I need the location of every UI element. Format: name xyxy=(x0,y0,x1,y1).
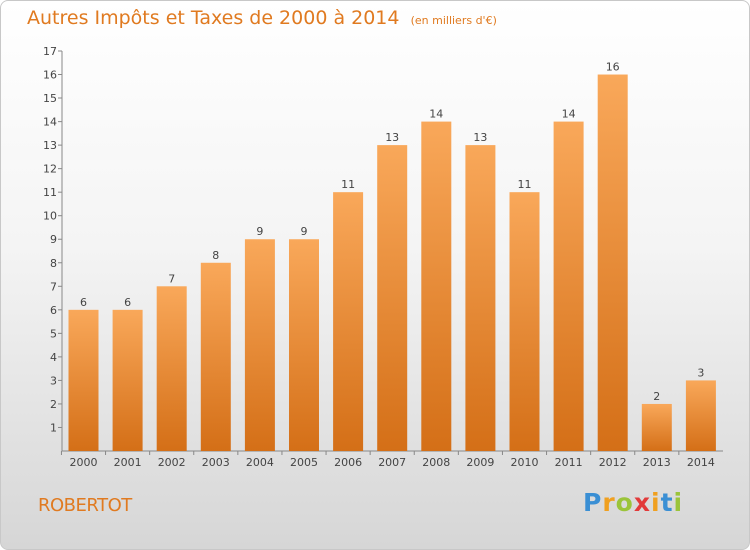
y-tick-label: 15 xyxy=(43,92,57,105)
bar xyxy=(200,262,231,451)
bar-value-label: 9 xyxy=(301,225,308,238)
logo-letter: t xyxy=(660,488,674,517)
location-name: ROBERTOT xyxy=(38,495,132,516)
x-tick-label: 2001 xyxy=(114,456,142,469)
bar xyxy=(597,74,628,451)
x-tick-label: 2012 xyxy=(599,456,627,469)
y-tick-label: 8 xyxy=(50,257,57,270)
bar-value-label: 6 xyxy=(124,296,131,309)
logo-letter: o xyxy=(615,488,634,517)
bar xyxy=(244,239,275,451)
bar xyxy=(685,380,716,451)
x-tick-label: 2013 xyxy=(643,456,671,469)
x-tick-label: 2000 xyxy=(70,456,98,469)
x-tick-label: 2003 xyxy=(202,456,230,469)
x-tick-label: 2014 xyxy=(687,456,715,469)
bar-value-label: 6 xyxy=(80,296,87,309)
bar xyxy=(112,309,143,451)
bar-value-label: 7 xyxy=(168,272,175,285)
x-tick-label: 2004 xyxy=(246,456,274,469)
x-tick-label: 2010 xyxy=(511,456,539,469)
bar-value-label: 11 xyxy=(341,178,355,191)
y-tick-label: 13 xyxy=(43,139,57,152)
bar xyxy=(509,192,540,452)
proxiti-logo[interactable]: Proxiti xyxy=(583,488,683,517)
x-tick-label: 2011 xyxy=(555,456,583,469)
y-tick-label: 6 xyxy=(50,304,57,317)
bar xyxy=(553,121,584,452)
bar xyxy=(377,145,408,451)
y-tick-label: 7 xyxy=(50,280,57,293)
bar-value-label: 11 xyxy=(518,178,532,191)
logo-letter: x xyxy=(633,488,651,517)
chart-title-text: Autres Impôts et Taxes de 2000 à 2014 xyxy=(27,7,400,29)
logo-letter: r xyxy=(602,488,616,517)
bar xyxy=(641,403,672,451)
bar xyxy=(156,286,187,451)
y-tick-label: 9 xyxy=(50,233,57,246)
bar-value-label: 13 xyxy=(385,131,399,144)
chart-unit-text: (en milliers d'€) xyxy=(410,14,497,27)
bar xyxy=(333,192,364,452)
bar-value-label: 3 xyxy=(697,366,704,379)
y-tick-label: 4 xyxy=(50,351,57,364)
bar xyxy=(465,145,496,451)
y-tick-label: 3 xyxy=(50,374,57,387)
bar-value-label: 13 xyxy=(473,131,487,144)
y-tick-label: 17 xyxy=(43,45,57,58)
x-tick-label: 2007 xyxy=(378,456,406,469)
bar-value-label: 14 xyxy=(562,108,576,121)
logo-letter: i xyxy=(651,488,661,517)
logo-letter: P xyxy=(583,488,603,517)
y-tick-label: 1 xyxy=(50,421,57,434)
bar-value-label: 14 xyxy=(429,108,443,121)
bar-value-label: 2 xyxy=(653,390,660,403)
y-tick-label: 5 xyxy=(50,327,57,340)
y-tick-label: 16 xyxy=(43,69,57,82)
y-tick-label: 14 xyxy=(43,116,57,129)
bars: 6 6 7 8 9 9 11 13 14 13 11 14 16 2 3 xyxy=(68,61,716,452)
x-tick-label: 2006 xyxy=(334,456,362,469)
bar-value-label: 16 xyxy=(606,61,620,74)
y-tick-label: 11 xyxy=(43,186,57,199)
x-tick-label: 2002 xyxy=(158,456,186,469)
bar xyxy=(421,121,452,452)
y-tick-label: 2 xyxy=(50,398,57,411)
x-tick-label: 2009 xyxy=(466,456,494,469)
bar xyxy=(289,239,319,451)
bar-value-label: 9 xyxy=(256,225,263,238)
bar-value-label: 8 xyxy=(212,249,219,262)
x-tick-label: 2008 xyxy=(422,456,450,469)
logo-letter: i xyxy=(673,488,684,517)
x-tick-label: 2005 xyxy=(290,456,318,469)
y-tick-label: 10 xyxy=(43,210,57,223)
chart-title: Autres Impôts et Taxes de 2000 à 2014 (e… xyxy=(27,7,497,29)
y-tick-label: 12 xyxy=(43,163,57,176)
bar xyxy=(68,309,99,451)
